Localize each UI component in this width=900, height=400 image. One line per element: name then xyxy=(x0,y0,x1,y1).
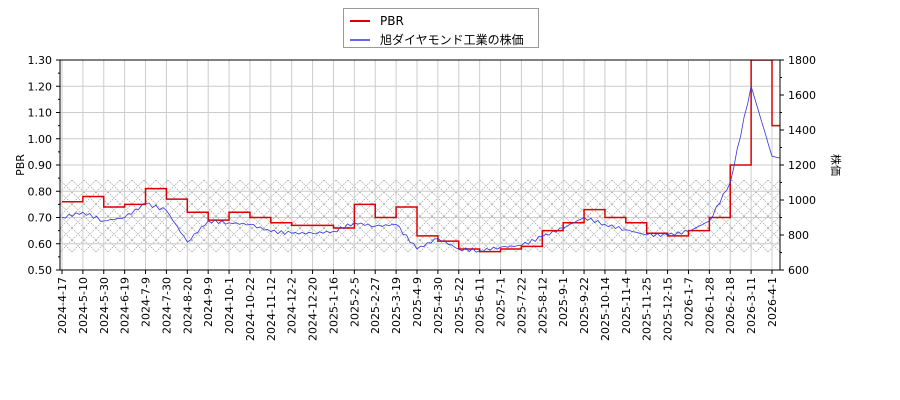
x-axis: 2024-4-17 2024-5-10 2024-5-30 2024-6-19 2024… xyxy=(56,270,779,341)
x-tick-label: 2024-4-17 xyxy=(56,277,69,334)
x-tick-label: 2024-12-2 xyxy=(286,277,299,334)
x-tick-label: 2025-12-15 xyxy=(662,277,675,341)
x-tick-label: 2025-2-5 xyxy=(348,277,361,327)
x-tick-label: 2025-9-22 xyxy=(578,277,591,334)
price-swatch-icon xyxy=(350,38,370,41)
x-tick-label: 2025-4-30 xyxy=(432,277,445,334)
legend-item-pbr: PBR xyxy=(350,14,404,28)
x-tick-label: 2025-3-19 xyxy=(390,277,403,334)
right-axis-label: 株価 xyxy=(829,154,843,176)
x-tick-label: 2024-10-22 xyxy=(244,277,257,341)
right-tick-label: 1200 xyxy=(788,159,816,172)
x-tick-label: 2025-1-16 xyxy=(327,277,340,334)
left-tick-label: 1.30 xyxy=(28,54,53,67)
x-tick-label: 2025-8-12 xyxy=(536,277,549,334)
x-tick-label: 2025-5-22 xyxy=(453,277,466,334)
right-axis: 1800 1600 1400 1200 1000 800 600 xyxy=(780,54,816,277)
legend: PBR 旭ダイヤモンド工業の株価 xyxy=(343,8,539,48)
x-tick-label: 2025-11-4 xyxy=(620,277,633,334)
x-tick-label: 2026-4-1 xyxy=(766,277,779,327)
x-tick-label: 2026-3-11 xyxy=(745,277,758,334)
x-tick-label: 2025-7-1 xyxy=(495,277,508,327)
left-tick-label: 0.50 xyxy=(28,264,53,277)
series-line xyxy=(61,86,780,253)
pbr-swatch-icon xyxy=(350,20,370,22)
right-tick-label: 1400 xyxy=(788,124,816,137)
x-tick-label: 2026-1-7 xyxy=(682,277,695,327)
legend-label: 旭ダイヤモンド工業の株価 xyxy=(380,33,524,47)
x-tick-label: 2024-12-20 xyxy=(307,277,320,341)
x-tick-label: 2025-9-1 xyxy=(557,277,570,327)
x-tick-label: 2024-10-1 xyxy=(223,277,236,334)
x-tick-label: 2024-5-10 xyxy=(77,277,90,334)
left-axis-label: PBR xyxy=(14,154,27,176)
x-tick-label: 2025-7-22 xyxy=(515,277,528,334)
x-tick-label: 2025-2-27 xyxy=(369,277,382,334)
left-tick-label: 1.10 xyxy=(28,107,53,120)
x-tick-label: 2025-10-14 xyxy=(599,277,612,341)
left-tick-label: 0.70 xyxy=(28,212,53,225)
right-tick-label: 1000 xyxy=(788,194,816,207)
x-tick-label: 2024-7-9 xyxy=(140,277,153,327)
left-tick-label: 1.20 xyxy=(28,80,53,93)
x-tick-label: 2025-4-9 xyxy=(411,277,424,327)
hatch-band xyxy=(60,180,780,252)
left-tick-label: 0.60 xyxy=(28,238,53,251)
right-tick-label: 1800 xyxy=(788,54,816,67)
x-tick-label: 2025-6-11 xyxy=(474,277,487,334)
x-tick-label: 2024-8-20 xyxy=(181,277,194,334)
left-tick-label: 0.90 xyxy=(28,159,53,172)
left-tick-label: 1.00 xyxy=(28,133,53,146)
x-tick-label: 2024-11-12 xyxy=(265,277,278,341)
x-tick-label: 2024-5-30 xyxy=(98,277,111,334)
x-tick-label: 2024-9-9 xyxy=(202,277,215,327)
right-tick-label: 600 xyxy=(788,264,809,277)
right-tick-label: 800 xyxy=(788,229,809,242)
legend-item-price: 旭ダイヤモンド工業の株価 xyxy=(350,31,524,48)
legend-label: PBR xyxy=(380,14,404,28)
x-tick-label: 2024-6-19 xyxy=(119,277,132,334)
x-tick-label: 2026-1-28 xyxy=(703,277,716,334)
left-tick-label: 0.80 xyxy=(28,185,53,198)
right-tick-label: 1600 xyxy=(788,89,816,102)
x-tick-label: 2024-7-30 xyxy=(160,277,173,334)
left-axis: 1.30 1.20 1.10 1.00 0.90 0.80 0.70 0.60 0.50 xyxy=(28,54,60,277)
x-tick-label: 2025-11-25 xyxy=(641,277,654,341)
x-tick-label: 2026-2-18 xyxy=(724,277,737,334)
series-lines xyxy=(61,60,780,253)
